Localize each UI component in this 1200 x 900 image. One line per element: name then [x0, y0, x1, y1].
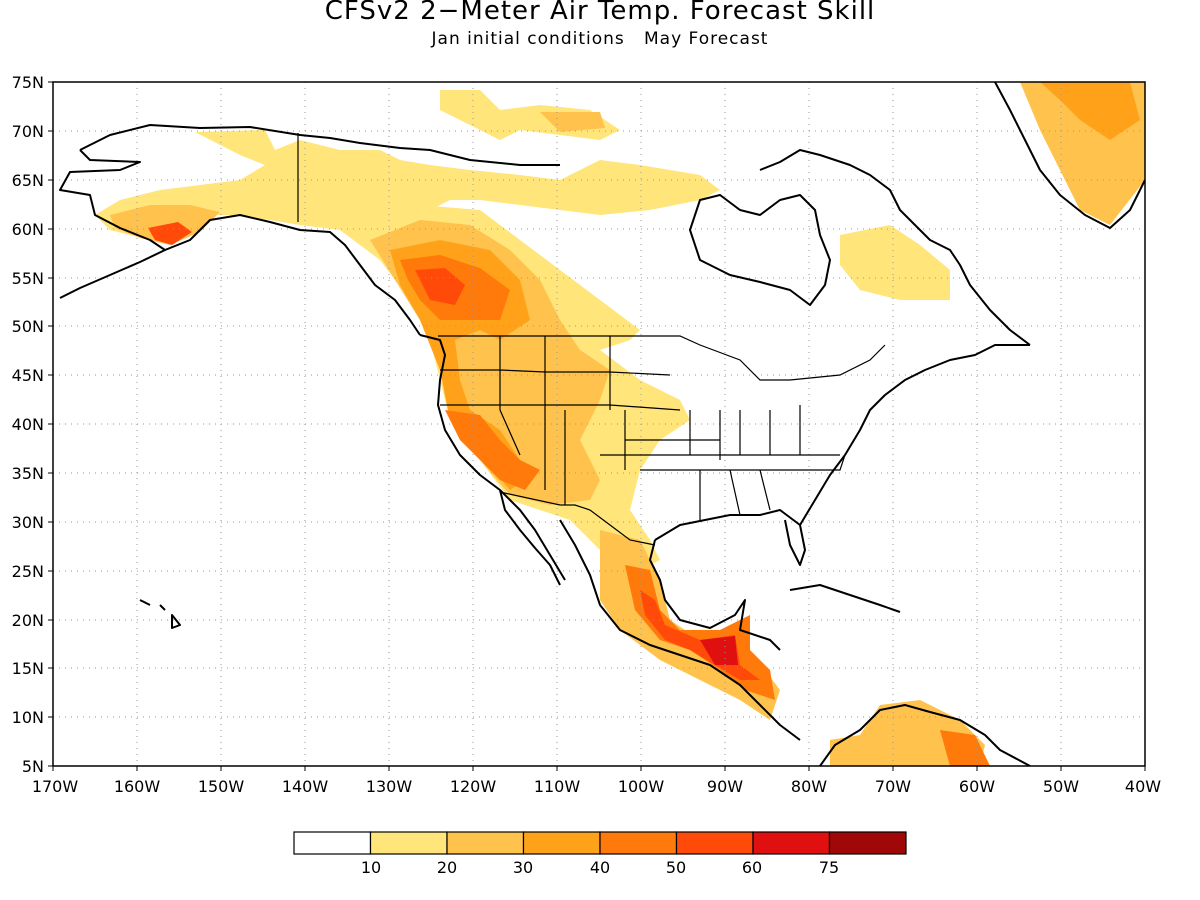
colorbar: 10 20 30 40 50 60 75	[293, 831, 907, 877]
skill-region-labrador	[840, 225, 950, 300]
coastline-gulf	[649, 539, 781, 651]
coastline-us-east	[799, 344, 1030, 526]
colorbar-label: 20	[437, 858, 457, 877]
coastline-alaska-south	[164, 214, 421, 336]
tick-marks	[48, 81, 1146, 771]
border-us-mexico	[499, 491, 656, 546]
skill-region-west-core	[415, 268, 465, 305]
colorbar-label: 10	[361, 858, 381, 877]
colorbar-cell	[752, 831, 831, 855]
skill-region-greenland-core	[1040, 82, 1140, 140]
lon-label: 110W	[534, 777, 581, 796]
colorbar-labels: 10 20 30 40 50 60 75	[361, 858, 839, 877]
lat-label: 50N	[12, 317, 44, 336]
coastline-us-west	[419, 334, 566, 581]
colorbar-cell	[369, 831, 448, 855]
colorbar-label: 50	[666, 858, 686, 877]
lat-label: 10N	[12, 708, 44, 727]
coastline-south-america	[819, 704, 1031, 766]
lat-label: 45N	[12, 366, 44, 385]
colorbar-cell	[446, 831, 525, 855]
lat-label: 40N	[12, 415, 44, 434]
coastline-baja	[499, 489, 561, 586]
colorbar-cell	[522, 831, 601, 855]
coastline-mexico-pacific	[559, 519, 801, 741]
skill-shading	[95, 82, 1145, 766]
coastline-alaska-north	[79, 124, 560, 166]
coastline-hawaii	[139, 599, 181, 629]
coastline-hudson-bay	[689, 194, 831, 306]
lon-label: 140W	[282, 777, 329, 796]
skill-region-west-red	[400, 255, 540, 490]
borders-states	[440, 336, 846, 520]
lon-label: 160W	[114, 777, 161, 796]
colorbar-label: 75	[819, 858, 839, 877]
lat-label: 20N	[12, 611, 44, 630]
colorbar-cell	[828, 831, 907, 855]
lat-label: 25N	[12, 562, 44, 581]
lon-label: 120W	[450, 777, 497, 796]
skill-region-arctic-orange	[540, 112, 605, 132]
coastline-cuba	[789, 584, 901, 613]
lat-label: 5N	[22, 757, 44, 776]
border-us-canada	[438, 335, 886, 381]
colorbar-cell	[675, 831, 754, 855]
skill-region-alaska-red	[148, 222, 192, 245]
lat-label: 60N	[12, 220, 44, 239]
coastline-canada-east	[759, 149, 1031, 346]
coastline-greenland	[994, 82, 1145, 229]
lon-label: 130W	[366, 777, 413, 796]
colorbar-cell	[599, 831, 678, 855]
lon-label: 100W	[618, 777, 665, 796]
grid-lines	[53, 82, 1145, 766]
colorbar-cells	[293, 831, 907, 855]
political-borders	[297, 133, 886, 546]
colorbar-label: 40	[590, 858, 610, 877]
lat-label: 30N	[12, 513, 44, 532]
lon-label: 40W	[1125, 777, 1161, 796]
lat-labels: 75N 70N 65N 60N 55N 50N 45N 40N 35N 30N …	[12, 73, 44, 776]
colorbar-label: 60	[742, 858, 762, 877]
colorbar-cell	[293, 831, 372, 855]
lat-label: 75N	[12, 73, 44, 92]
skill-region-venezuela	[940, 730, 990, 766]
coastlines	[59, 82, 1145, 766]
initial-conditions-label: Jan initial conditions	[431, 29, 625, 49]
lon-label: 150W	[198, 777, 245, 796]
skill-region-guatemala	[700, 636, 738, 665]
skill-region-northwest	[95, 130, 720, 240]
lon-label: 50W	[1043, 777, 1079, 796]
lon-label: 170W	[32, 777, 79, 796]
lon-label: 90W	[707, 777, 743, 796]
lat-label: 70N	[12, 122, 44, 141]
colorbar-label: 30	[513, 858, 533, 877]
coastline-alaska-west	[59, 149, 166, 299]
coastline-gulf-north	[654, 509, 806, 566]
forecast-month-label: May Forecast	[643, 29, 769, 49]
lon-label: 80W	[791, 777, 827, 796]
map-title: CFSv2 2−Meter Air Temp. Forecast Skill	[324, 0, 876, 26]
lon-label: 70W	[875, 777, 911, 796]
lat-label: 35N	[12, 464, 44, 483]
lon-labels: 170W 160W 150W 140W 130W 120W 110W 100W …	[32, 777, 1161, 796]
map-subtitle: Jan initial conditions May Forecast	[0, 29, 1200, 49]
lon-label: 60W	[959, 777, 995, 796]
lat-label: 65N	[12, 171, 44, 190]
lat-label: 15N	[12, 659, 44, 678]
lat-label: 55N	[12, 269, 44, 288]
